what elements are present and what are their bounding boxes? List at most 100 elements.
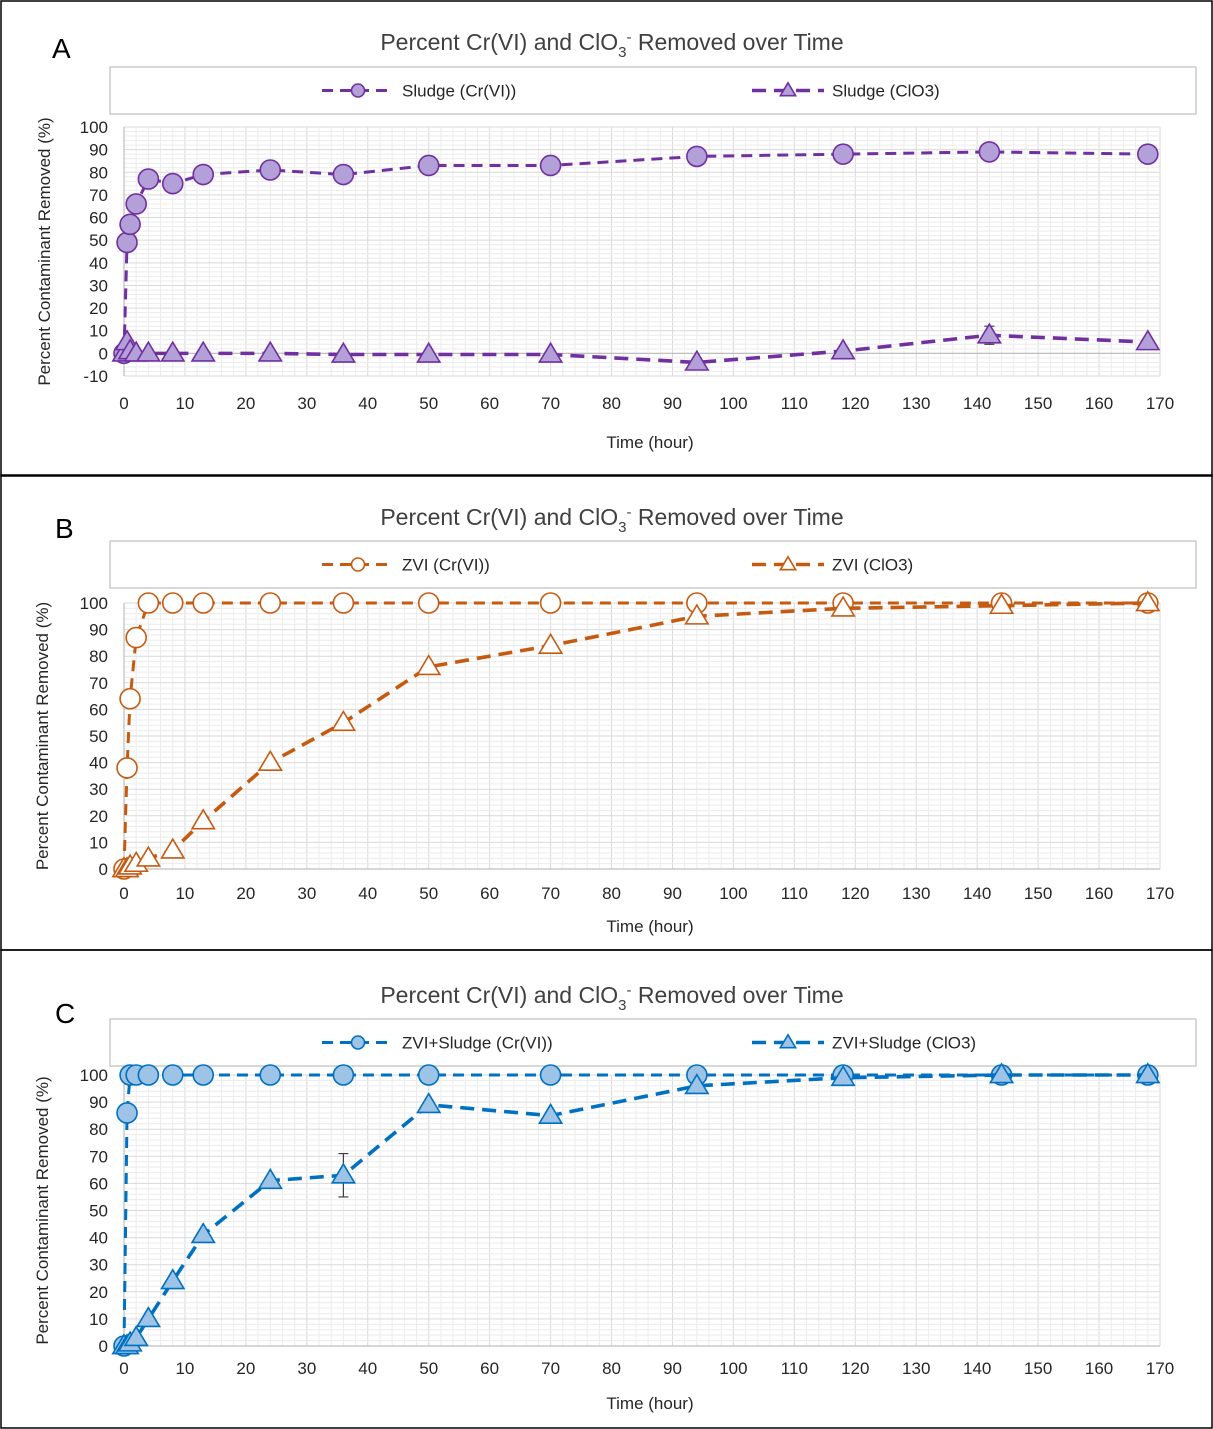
- legend-label: ZVI (Cr(VI)): [402, 556, 490, 575]
- panel-border: [0, 949, 1213, 1429]
- title-end: Removed over Time: [631, 29, 843, 55]
- data-point: [116, 757, 138, 779]
- title-end: Removed over Time: [631, 504, 843, 530]
- x-tick-label: 130: [902, 884, 930, 903]
- y-tick-label: 60: [89, 209, 108, 228]
- data-point: [1137, 143, 1159, 165]
- legend-marker: [778, 555, 798, 571]
- x-tick-label: 170: [1146, 394, 1174, 413]
- y-tick-label: 50: [89, 1202, 108, 1221]
- data-point: [160, 340, 186, 362]
- legend-label: ZVI+Sludge (Cr(VI)): [402, 1034, 553, 1053]
- data-point: [684, 349, 710, 371]
- y-tick-label: 90: [89, 141, 108, 160]
- y-tick-label: -10: [83, 367, 108, 386]
- data-point: [416, 341, 442, 363]
- data-point: [123, 1325, 149, 1347]
- legend-entry: ZVI (ClO3): [752, 555, 913, 575]
- y-tick-label: 20: [89, 807, 108, 826]
- legend-label: Sludge (Cr(VI)): [402, 82, 516, 101]
- y-tick-label: 0: [99, 1337, 108, 1356]
- legend-marker: [778, 81, 798, 97]
- data-point: [332, 1064, 355, 1086]
- panel-c: C Percent Cr(VI) and ClO3- Removed over T…: [0, 949, 1213, 1429]
- legend-label: ZVI (ClO3): [832, 556, 913, 575]
- title-end: Removed over Time: [631, 982, 843, 1008]
- y-tick-label: 50: [89, 727, 108, 746]
- data-point: [537, 632, 564, 654]
- chart-title: Percent Cr(VI) and ClO3- Removed over Ti…: [380, 29, 843, 61]
- data-point: [160, 837, 186, 859]
- x-tick-label: 0: [119, 394, 128, 413]
- legend-entry: Sludge (Cr(VI)): [322, 82, 516, 101]
- y-tick-label: 20: [89, 299, 108, 318]
- gridlines: [123, 602, 1161, 870]
- y-tick-label: 0: [99, 860, 108, 879]
- title-superscript: -: [626, 29, 631, 46]
- data-point: [1135, 1062, 1161, 1084]
- data-point: [830, 595, 856, 617]
- legend-box: [109, 540, 1197, 589]
- data-point: [417, 154, 440, 177]
- x-tick-label: 80: [602, 1359, 621, 1378]
- x-tick-label: 70: [541, 394, 560, 413]
- data-point: [190, 1222, 216, 1244]
- x-tick-label: 10: [175, 394, 194, 413]
- data-point: [190, 340, 216, 362]
- y-tick-label: 100: [80, 594, 108, 613]
- x-tick-label: 170: [1146, 884, 1174, 903]
- data-point: [684, 603, 710, 625]
- x-tick-label: 150: [1024, 884, 1052, 903]
- legend-box: [109, 66, 1197, 115]
- y-tick-label: 90: [89, 1093, 108, 1112]
- legend-label: Sludge (ClO3): [832, 82, 940, 101]
- x-tick-label: 40: [358, 1359, 377, 1378]
- legend-label: ZVI+Sludge (ClO3): [832, 1034, 976, 1053]
- x-tick-label: 70: [541, 1359, 560, 1378]
- legend-marker: [350, 557, 366, 572]
- data-point: [416, 1092, 442, 1114]
- data-point: [539, 1064, 562, 1086]
- y-tick-label: 90: [89, 621, 108, 640]
- data-point: [330, 709, 356, 732]
- data-point: [537, 341, 564, 363]
- title-superscript: -: [626, 504, 631, 521]
- data-point: [137, 168, 160, 190]
- data-point: [830, 1064, 856, 1087]
- title-subscript: 3: [618, 44, 626, 61]
- title-subscript: 3: [618, 519, 626, 536]
- data-point: [830, 338, 856, 360]
- data-point: [192, 592, 215, 614]
- y-axis-label: Percent Contaminant Removed (%): [33, 1076, 52, 1344]
- y-tick-label: 80: [89, 1120, 108, 1139]
- x-tick-label: 60: [480, 1359, 499, 1378]
- x-tick-label: 90: [663, 884, 682, 903]
- y-tick-label: 50: [89, 231, 108, 250]
- data-point: [988, 592, 1015, 615]
- data-point: [192, 163, 215, 186]
- data-point: [137, 1064, 160, 1086]
- x-tick-label: 90: [663, 394, 682, 413]
- panel-b: B Percent Cr(VI) and ClO3- Removed over T…: [0, 474, 1213, 951]
- legend-entry: ZVI+Sludge (Cr(VI)): [322, 1034, 553, 1053]
- y-tick-label: 70: [89, 674, 108, 693]
- x-tick-label: 60: [480, 884, 499, 903]
- data-point: [135, 845, 161, 867]
- data-point: [161, 592, 184, 614]
- data-point: [832, 143, 854, 165]
- x-tick-label: 10: [175, 1359, 194, 1378]
- x-tick-label: 160: [1085, 1359, 1113, 1378]
- legend-marker: [778, 1033, 798, 1049]
- x-tick-label: 120: [841, 884, 869, 903]
- x-tick-label: 100: [719, 394, 747, 413]
- x-tick-label: 130: [902, 394, 930, 413]
- x-tick-label: 60: [480, 394, 499, 413]
- y-tick-label: 30: [89, 276, 108, 295]
- legend-marker: [350, 83, 366, 98]
- panel-letter: B: [55, 513, 74, 544]
- x-axis-label: Time (hour): [606, 433, 693, 452]
- y-axis-label: Percent Contaminant Removed (%): [35, 117, 54, 385]
- x-axis-label: Time (hour): [606, 917, 693, 936]
- data-point: [1135, 329, 1161, 351]
- title-main: Percent Cr(VI) and ClO: [380, 504, 618, 530]
